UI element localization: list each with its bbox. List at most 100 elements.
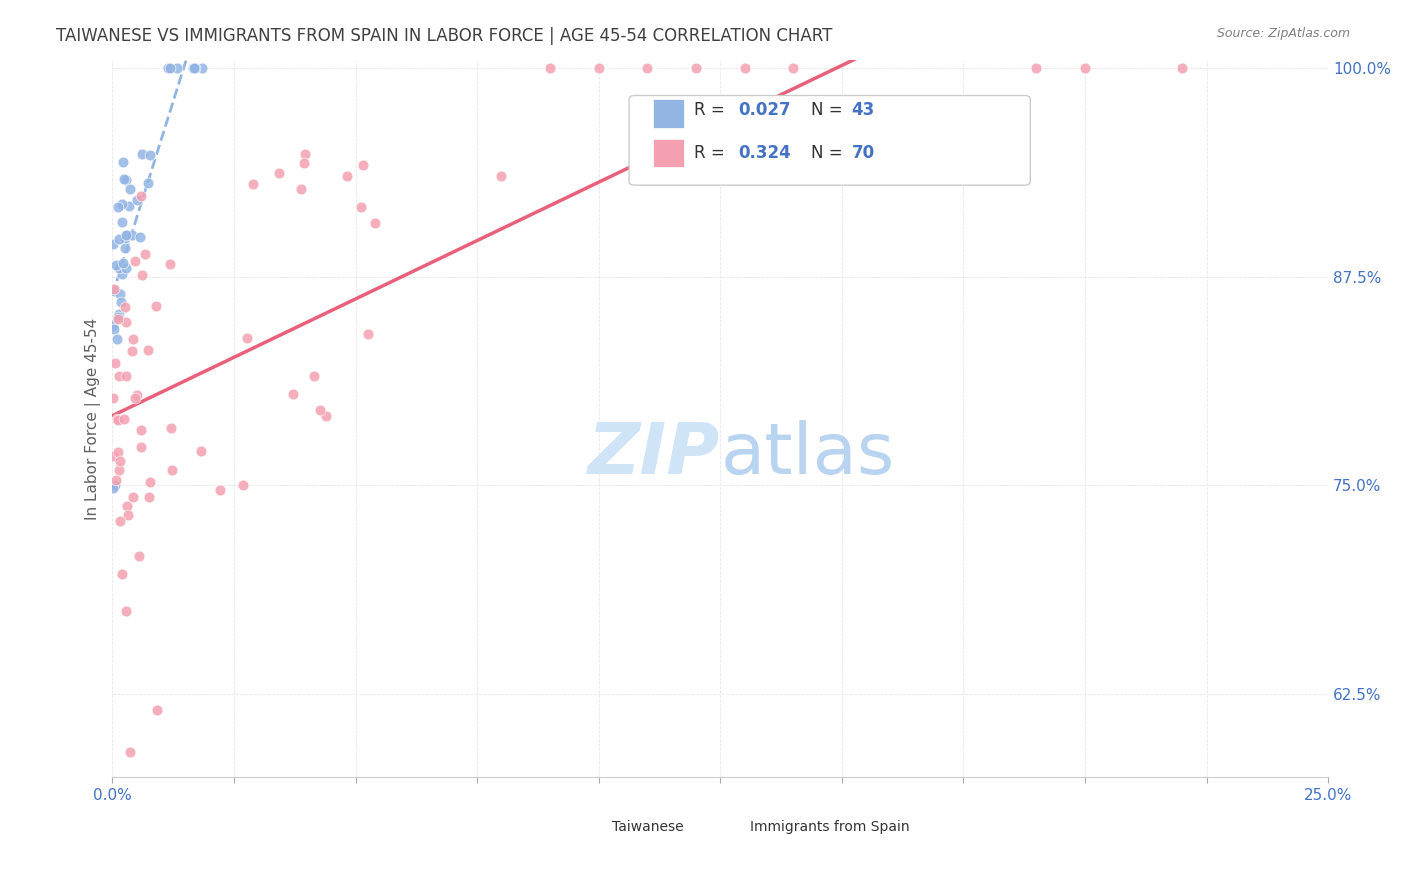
FancyBboxPatch shape xyxy=(628,95,1031,186)
Point xyxy=(107,463,129,477)
Point xyxy=(131,189,153,203)
Point xyxy=(281,387,304,401)
Point xyxy=(103,284,125,298)
FancyBboxPatch shape xyxy=(654,99,683,128)
Text: 0.027: 0.027 xyxy=(738,101,792,119)
Point xyxy=(112,256,135,270)
Point xyxy=(636,61,658,75)
Point xyxy=(128,230,150,244)
Point xyxy=(588,61,610,75)
FancyBboxPatch shape xyxy=(756,795,787,817)
Point xyxy=(108,232,131,246)
Point xyxy=(107,413,129,427)
Point xyxy=(108,287,131,301)
Point xyxy=(114,412,136,426)
Point xyxy=(111,197,134,211)
Point xyxy=(1074,61,1097,75)
Point xyxy=(782,61,804,75)
Text: ZIP: ZIP xyxy=(588,420,720,489)
Point xyxy=(108,307,131,321)
Point xyxy=(105,473,128,487)
Point xyxy=(107,445,129,459)
Point xyxy=(302,368,325,383)
Text: N =: N = xyxy=(811,101,848,119)
Point xyxy=(117,508,139,523)
Point xyxy=(122,332,145,346)
Point xyxy=(242,177,264,191)
Point xyxy=(134,246,156,260)
Point xyxy=(138,491,160,505)
Point xyxy=(114,368,136,383)
Point xyxy=(145,703,167,717)
Point xyxy=(101,392,124,406)
Point xyxy=(108,454,131,468)
Point xyxy=(139,147,162,161)
Point xyxy=(1171,61,1194,75)
Point xyxy=(105,412,128,426)
Point xyxy=(538,61,561,75)
Point xyxy=(138,176,160,190)
Point xyxy=(336,169,359,183)
Point xyxy=(107,200,129,214)
Point xyxy=(103,322,125,336)
Point xyxy=(111,155,134,169)
Text: N =: N = xyxy=(811,144,848,161)
Point xyxy=(115,260,138,275)
Point xyxy=(124,392,146,406)
Point xyxy=(107,312,129,326)
Point xyxy=(104,478,127,492)
Point xyxy=(159,61,181,75)
Point xyxy=(118,745,141,759)
Point xyxy=(121,228,143,243)
Point xyxy=(114,241,136,255)
Text: TAIWANESE VS IMMIGRANTS FROM SPAIN IN LABOR FORCE | AGE 45-54 CORRELATION CHART: TAIWANESE VS IMMIGRANTS FROM SPAIN IN LA… xyxy=(56,27,832,45)
Text: 0.324: 0.324 xyxy=(738,144,792,161)
Point xyxy=(350,200,373,214)
Point xyxy=(269,166,291,180)
Point xyxy=(105,332,128,346)
Point xyxy=(107,310,129,325)
Point xyxy=(107,369,129,384)
Point xyxy=(136,343,159,358)
Point xyxy=(103,282,125,296)
Point xyxy=(101,482,124,496)
Point xyxy=(491,169,513,183)
Point xyxy=(1025,61,1047,75)
Point xyxy=(232,477,254,491)
Point xyxy=(115,604,138,618)
Point xyxy=(145,299,167,313)
Point xyxy=(294,147,316,161)
Point xyxy=(364,216,387,230)
Point xyxy=(315,409,337,423)
Point xyxy=(734,61,756,75)
Text: Source: ZipAtlas.com: Source: ZipAtlas.com xyxy=(1216,27,1350,40)
Point xyxy=(103,283,125,297)
Y-axis label: In Labor Force | Age 45-54: In Labor Force | Age 45-54 xyxy=(86,318,101,519)
Text: R =: R = xyxy=(693,101,730,119)
Point xyxy=(685,61,707,75)
Point xyxy=(166,61,188,75)
Point xyxy=(121,343,143,358)
Point xyxy=(101,450,124,464)
Point xyxy=(131,268,153,282)
Point xyxy=(108,514,131,528)
Point xyxy=(292,156,315,170)
Point xyxy=(114,230,136,244)
Text: 70: 70 xyxy=(852,144,875,161)
Text: 43: 43 xyxy=(852,101,875,119)
Point xyxy=(129,423,152,437)
Point xyxy=(290,182,312,196)
Point xyxy=(115,227,138,242)
Point xyxy=(190,61,212,75)
Text: R =: R = xyxy=(693,144,730,161)
Point xyxy=(156,61,179,75)
Point xyxy=(114,316,136,330)
Point xyxy=(108,260,131,275)
Point xyxy=(111,267,134,281)
Point xyxy=(159,420,181,434)
Text: Taiwanese: Taiwanese xyxy=(612,821,683,834)
Point xyxy=(190,444,212,458)
Point xyxy=(236,331,259,345)
Point xyxy=(352,158,374,172)
Point xyxy=(160,463,183,477)
